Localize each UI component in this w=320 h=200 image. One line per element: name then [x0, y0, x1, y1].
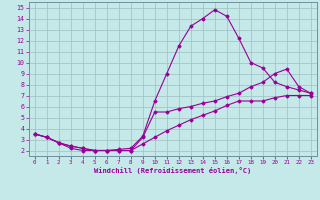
X-axis label: Windchill (Refroidissement éolien,°C): Windchill (Refroidissement éolien,°C)	[94, 167, 252, 174]
